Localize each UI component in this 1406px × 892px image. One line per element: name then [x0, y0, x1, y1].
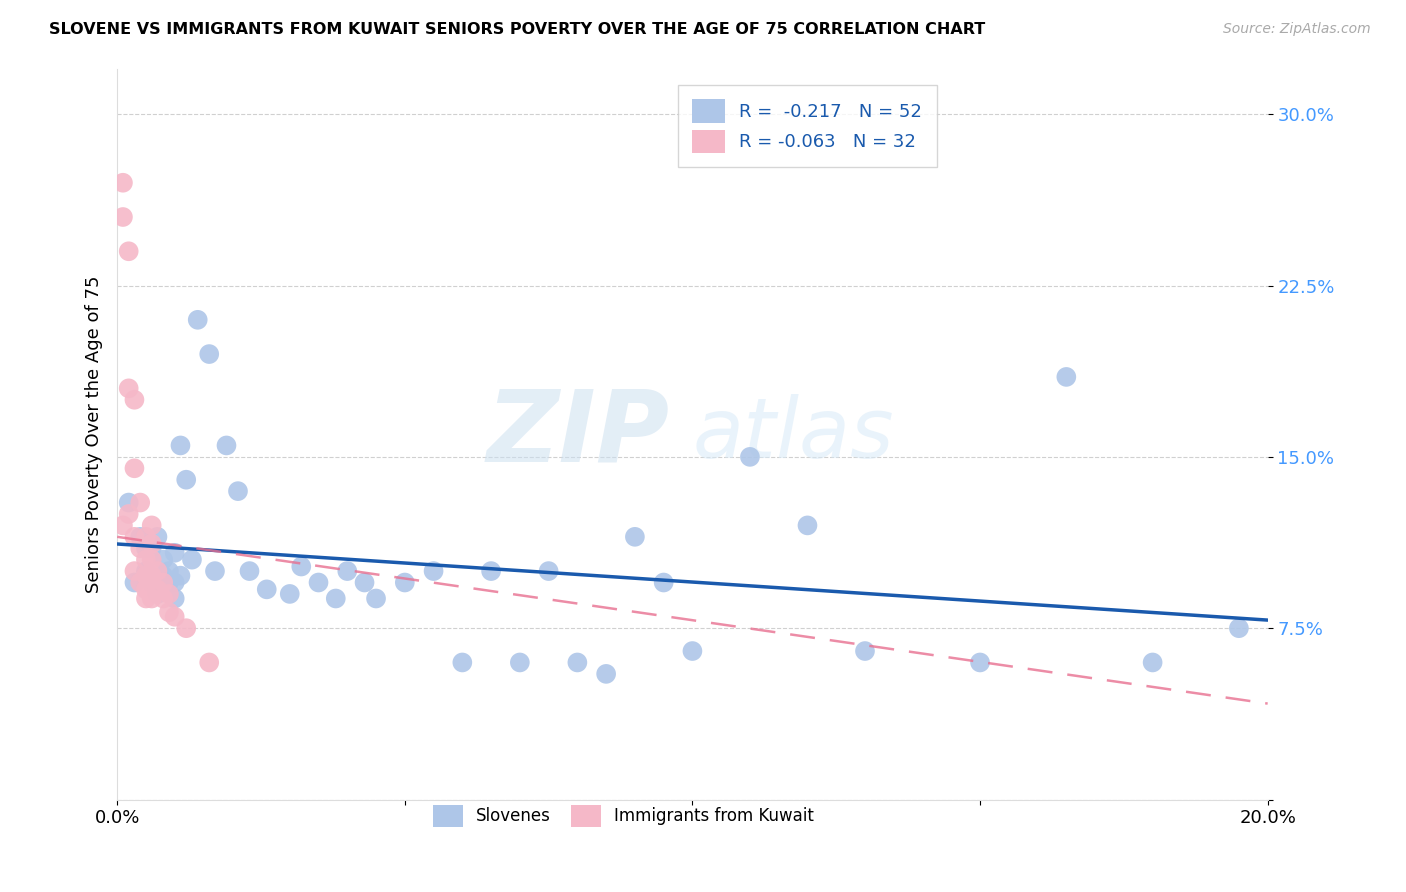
Point: [111, 518, 134, 533]
Point: [124, 530, 146, 544]
Point: [336, 564, 359, 578]
Point: [124, 461, 146, 475]
Point: [1142, 656, 1164, 670]
Point: [174, 621, 197, 635]
Point: [1227, 621, 1250, 635]
Point: [325, 591, 347, 606]
Point: [796, 518, 818, 533]
Point: [118, 507, 141, 521]
Point: [1054, 370, 1077, 384]
Point: [853, 644, 876, 658]
Point: [129, 541, 152, 556]
Point: [226, 484, 249, 499]
Point: [738, 450, 761, 464]
Point: [141, 591, 163, 606]
Text: Source: ZipAtlas.com: Source: ZipAtlas.com: [1223, 22, 1371, 37]
Y-axis label: Seniors Poverty Over the Age of 75: Seniors Poverty Over the Age of 75: [86, 276, 103, 593]
Point: [141, 568, 163, 582]
Point: [141, 552, 163, 566]
Point: [118, 244, 141, 259]
Point: [181, 552, 204, 566]
Point: [129, 495, 152, 509]
Point: [681, 644, 703, 658]
Point: [157, 564, 180, 578]
Legend: Slovenes, Immigrants from Kuwait: Slovenes, Immigrants from Kuwait: [425, 797, 823, 835]
Point: [163, 591, 186, 606]
Point: [163, 546, 186, 560]
Point: [118, 495, 141, 509]
Point: [238, 564, 260, 578]
Point: [152, 591, 174, 606]
Point: [124, 564, 146, 578]
Point: [174, 473, 197, 487]
Point: [135, 541, 157, 556]
Point: [595, 666, 617, 681]
Point: [163, 575, 186, 590]
Point: [479, 564, 502, 578]
Point: [256, 582, 278, 597]
Point: [135, 552, 157, 566]
Point: [422, 564, 444, 578]
Point: [152, 575, 174, 590]
Point: [215, 438, 238, 452]
Point: [204, 564, 226, 578]
Point: [187, 313, 209, 327]
Point: [129, 575, 152, 590]
Point: [157, 605, 180, 619]
Point: [146, 564, 169, 578]
Point: [652, 575, 675, 590]
Point: [157, 587, 180, 601]
Point: [135, 591, 157, 606]
Point: [163, 609, 186, 624]
Point: [537, 564, 560, 578]
Point: [129, 530, 152, 544]
Point: [146, 530, 169, 544]
Point: [141, 536, 163, 550]
Point: [169, 568, 191, 582]
Point: [135, 568, 157, 582]
Point: [290, 559, 312, 574]
Point: [124, 392, 146, 407]
Point: [111, 210, 134, 224]
Point: [141, 575, 163, 590]
Point: [308, 575, 330, 590]
Point: [124, 575, 146, 590]
Point: [118, 381, 141, 395]
Point: [141, 541, 163, 556]
Point: [353, 575, 375, 590]
Point: [278, 587, 301, 601]
Point: [198, 347, 221, 361]
Text: ZIP: ZIP: [486, 385, 669, 483]
Point: [111, 176, 134, 190]
Point: [141, 518, 163, 533]
Text: SLOVENE VS IMMIGRANTS FROM KUWAIT SENIORS POVERTY OVER THE AGE OF 75 CORRELATION: SLOVENE VS IMMIGRANTS FROM KUWAIT SENIOR…: [49, 22, 986, 37]
Point: [394, 575, 416, 590]
Point: [169, 438, 191, 452]
Point: [146, 587, 169, 601]
Point: [152, 552, 174, 566]
Point: [624, 530, 647, 544]
Point: [567, 656, 589, 670]
Point: [509, 656, 531, 670]
Point: [451, 656, 474, 670]
Point: [969, 656, 991, 670]
Point: [135, 582, 157, 597]
Point: [152, 568, 174, 582]
Point: [198, 656, 221, 670]
Point: [157, 575, 180, 590]
Point: [146, 582, 169, 597]
Point: [135, 564, 157, 578]
Text: atlas: atlas: [692, 393, 894, 475]
Point: [135, 530, 157, 544]
Point: [364, 591, 387, 606]
